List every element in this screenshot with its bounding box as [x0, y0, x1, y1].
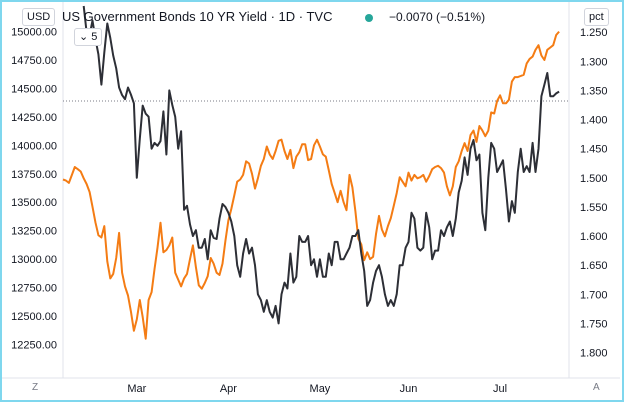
- chart-title: US Government Bonds 10 YR Yield · 1D · T…: [62, 9, 333, 24]
- left-tick-label: 12250.00: [11, 339, 57, 351]
- auto-scale-left-button[interactable]: Z: [32, 382, 39, 393]
- left-tick-label: 13750.00: [11, 169, 57, 181]
- left-tick-label: 12500.00: [11, 311, 57, 323]
- price-change: −0.0070 (−0.51%): [389, 10, 486, 24]
- left-tick-label: 14250.00: [11, 112, 57, 124]
- auto-scale-right-button[interactable]: A: [593, 382, 600, 393]
- compare-count: 5: [91, 31, 98, 43]
- right-tick-label: 1.400: [580, 115, 608, 127]
- right-tick-label: 1.650: [580, 260, 608, 272]
- x-tick-label: Apr: [220, 383, 237, 395]
- bond-yield-series-line: [82, 5, 560, 325]
- compare-collapse-button[interactable]: ⌄ 5: [74, 28, 103, 46]
- left-tick-label: 13250.00: [11, 226, 57, 238]
- right-tick-label: 1.450: [580, 144, 608, 156]
- right-tick-label: 1.750: [580, 318, 608, 330]
- right-tick-label: 1.600: [580, 231, 608, 243]
- left-tick-label: 14000.00: [11, 140, 57, 152]
- right-tick-label: 1.800: [580, 348, 608, 360]
- left-tick-label: 15000.00: [11, 27, 57, 39]
- chevron-down-icon: ⌄: [79, 31, 89, 43]
- x-tick-label: Jun: [400, 383, 418, 395]
- status-dot-icon: [365, 14, 373, 22]
- x-tick-label: Jul: [493, 383, 507, 395]
- right-tick-label: 1.550: [580, 202, 608, 214]
- right-tick-label: 1.350: [580, 85, 608, 97]
- orange-series-line: [62, 30, 560, 340]
- left-tick-label: 13000.00: [11, 254, 57, 266]
- right-tick-label: 1.500: [580, 173, 608, 185]
- right-tick-label: 1.700: [580, 289, 608, 301]
- left-tick-label: 13500.00: [11, 197, 57, 209]
- currency-button[interactable]: USD: [22, 8, 56, 26]
- left-tick-label: 12750.00: [11, 283, 57, 295]
- left-tick-label: 14500.00: [11, 83, 57, 95]
- right-tick-label: 1.300: [580, 56, 608, 68]
- left-tick-label: 14750.00: [11, 55, 57, 67]
- x-tick-label: Mar: [127, 383, 146, 395]
- x-tick-label: May: [310, 383, 331, 395]
- right-unit-label[interactable]: pct: [584, 8, 609, 26]
- right-tick-label: 1.250: [580, 27, 608, 39]
